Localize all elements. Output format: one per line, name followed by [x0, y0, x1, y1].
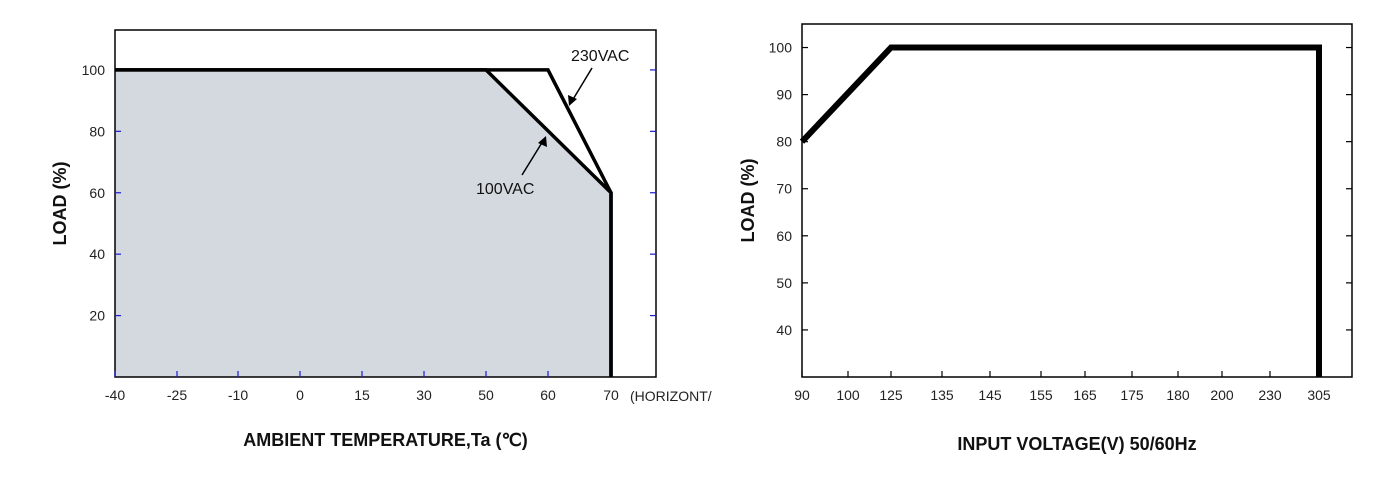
x-tick-label: 50 [478, 387, 494, 403]
x-tick-label: 15 [354, 387, 370, 403]
y-tick-label: 50 [776, 275, 792, 291]
annotation-230vac: 230VAC [571, 48, 629, 65]
x-tick-label: -25 [167, 387, 187, 403]
x-axis-suffix: (HORIZONT/ [630, 388, 712, 404]
x-tick-label: 145 [978, 387, 1002, 403]
annotation-arrow-230vac [571, 67, 593, 102]
x-tick-label: 230 [1258, 387, 1282, 403]
y-tick-label: 60 [776, 228, 792, 244]
x-tick-label: 175 [1120, 387, 1144, 403]
y-tick-label: 40 [776, 322, 792, 338]
y-tick-label: 80 [89, 123, 105, 139]
temperature-derating-chart: -40 -25 -10 0 15 30 50 60 70 20 40 60 80 100 AMBIENT T… [50, 29, 712, 450]
arrow-head [568, 95, 577, 106]
x-tick-label: 0 [296, 387, 304, 403]
x-tick-label: 135 [930, 387, 954, 403]
x-tick-label: 30 [416, 387, 432, 403]
y-axis-title: LOAD (%) [50, 162, 70, 246]
x-axis-title: AMBIENT TEMPERATURE,Ta (℃) [243, 430, 528, 450]
x-axis-title: INPUT VOLTAGE(V) 50/60Hz [957, 434, 1196, 454]
x-tick-label: 200 [1210, 387, 1234, 403]
plot-frame [801, 23, 1353, 378]
voltage-derating-chart: 90 100 125 135 145 155 165 175 180 200 230 305 40 50 6… [738, 23, 1353, 454]
y-tick-label: 20 [89, 308, 105, 324]
y-tick-label: 100 [769, 40, 793, 56]
y-tick-label: 90 [776, 87, 792, 103]
annotation-100vac: 100VAC [476, 181, 534, 198]
x-tick-label: -10 [228, 387, 248, 403]
x-tick-label: 180 [1166, 387, 1190, 403]
y-tick-label: 80 [776, 134, 792, 150]
x-tick-label: 305 [1307, 387, 1331, 403]
y-tick-label: 100 [82, 62, 106, 78]
x-tick-label: 70 [603, 387, 619, 403]
x-tick-label: -40 [105, 387, 125, 403]
annotation-arrow-100vac [521, 140, 544, 176]
y-axis-title: LOAD (%) [738, 159, 758, 243]
safe-operating-area [115, 69, 611, 378]
y-tick-label: 70 [776, 181, 792, 197]
x-tick-label: 155 [1029, 387, 1053, 403]
arrow-head [538, 136, 547, 147]
plot-frame [114, 29, 657, 378]
series-line [799, 44, 1322, 377]
x-tick-label: 125 [879, 387, 903, 403]
x-tick-label: 165 [1073, 387, 1097, 403]
x-tick-label: 100 [836, 387, 860, 403]
y-tick-label: 60 [89, 185, 105, 201]
y-tick-label: 40 [89, 246, 105, 262]
x-tick-label: 60 [540, 387, 556, 403]
series-line-100vac [115, 68, 613, 377]
x-tick-label: 90 [794, 387, 810, 403]
